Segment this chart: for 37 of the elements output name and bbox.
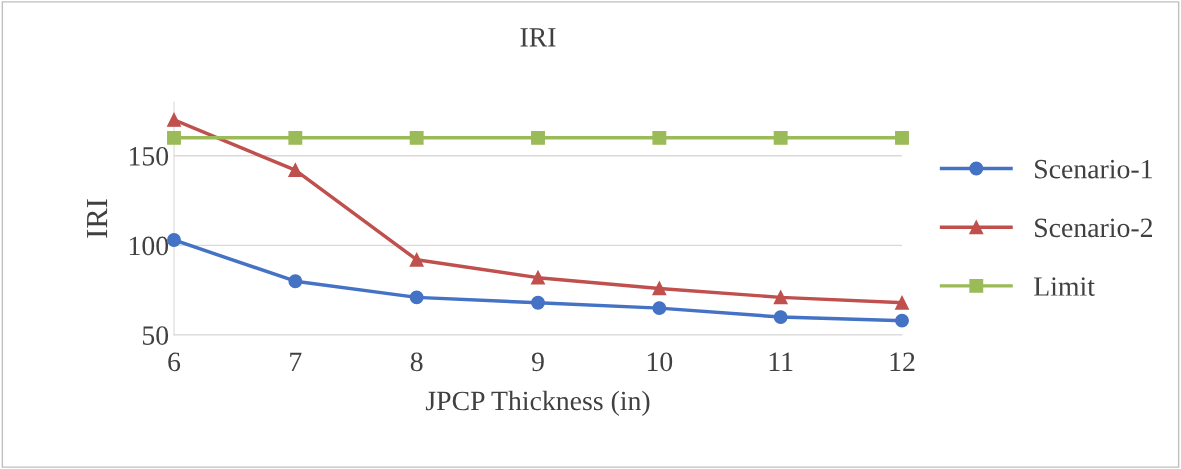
point <box>409 252 424 267</box>
x-tick-label: 10 <box>647 352 673 372</box>
x-axis-title: JPCP Thickness (in) <box>425 390 650 416</box>
point <box>652 130 667 145</box>
point <box>167 233 181 247</box>
chart-title: IRI <box>520 28 556 47</box>
x-tick-label: 11 <box>769 352 793 371</box>
point <box>167 130 181 145</box>
point <box>652 301 667 316</box>
x-tick-label: 7 <box>290 352 302 371</box>
y-tick-label: 50 <box>142 326 169 345</box>
x-tick-label: 12 <box>890 352 915 371</box>
legend-label: Scenario-1 <box>1035 159 1152 179</box>
point <box>773 130 788 145</box>
legend-label: Scenario-2 <box>1035 218 1153 238</box>
point <box>409 130 424 145</box>
x-tick-label: 8 <box>410 352 423 372</box>
point <box>409 290 424 305</box>
point <box>288 130 303 145</box>
point <box>288 163 303 178</box>
point <box>652 281 667 296</box>
point <box>531 295 545 310</box>
point <box>167 112 181 127</box>
y-axis-title: IRI <box>87 199 108 238</box>
point <box>773 290 788 305</box>
point <box>288 274 303 289</box>
point <box>773 310 788 325</box>
point <box>895 130 909 145</box>
legend-label: Limit <box>1034 277 1095 296</box>
point <box>531 270 545 285</box>
y-tick-label: 150 <box>129 146 169 166</box>
point <box>895 313 909 328</box>
x-tick-label: 9 <box>531 352 544 372</box>
x-tick-label: 6 <box>168 352 181 372</box>
y-tick-label: 100 <box>129 236 169 256</box>
point <box>531 130 545 145</box>
point <box>895 295 909 310</box>
